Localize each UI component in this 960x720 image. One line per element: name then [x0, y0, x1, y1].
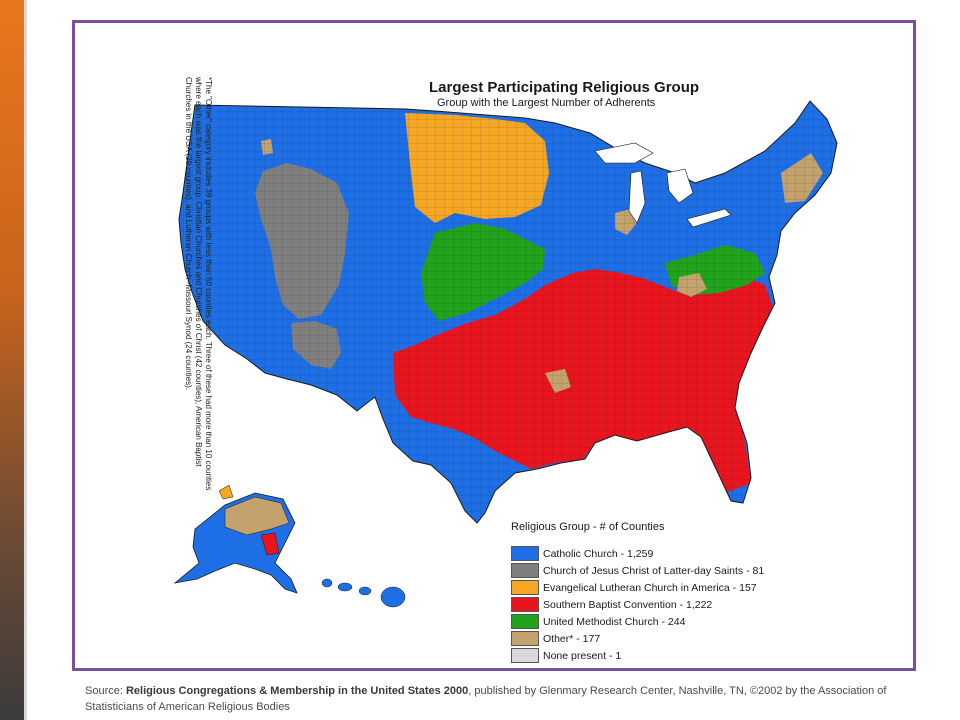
legend-heading: Religious Group - # of Counties	[511, 521, 665, 533]
religion-map	[173, 100, 838, 608]
lake-michigan	[628, 170, 646, 224]
source-rest: , published by Glenmary Research Center,…	[85, 685, 887, 713]
source-citation: Source: Religious Congregations & Member…	[85, 683, 925, 715]
legend-swatch	[511, 563, 539, 578]
legend-item: Catholic Church - 1,259	[511, 545, 811, 562]
source-title: Religious Congregations & Membership in …	[125, 685, 469, 697]
legend-item: Evangelical Lutheran Church in America -…	[511, 579, 811, 596]
legend-label: United Methodist Church - 244	[543, 615, 686, 628]
legend-swatch	[511, 580, 539, 595]
source-prefix: Source:	[85, 685, 126, 697]
legend: Religious Group - # of Counties Catholic…	[511, 521, 811, 664]
legend-items: Catholic Church - 1,259 Church of Jesus C…	[511, 545, 811, 664]
legend-swatch	[511, 614, 539, 629]
legend-item: Southern Baptist Convention - 1,222	[511, 596, 811, 613]
legend-item: Other* - 177	[511, 630, 811, 647]
legend-label: Catholic Church - 1,259	[543, 547, 654, 560]
slide-side-bar	[0, 0, 24, 720]
lake-superior	[594, 142, 654, 164]
legend-item: Church of Jesus Christ of Latter-day Sai…	[511, 562, 811, 579]
map-title: Largest Participating Religious Group	[429, 79, 700, 96]
legend-swatch	[511, 546, 539, 561]
legend-item: United Methodist Church - 244	[511, 613, 811, 630]
map-footnote: *The "Other" category includes 39 groups…	[184, 77, 213, 491]
legend-swatch	[511, 648, 539, 663]
legend-label: Evangelical Lutheran Church in America -…	[543, 581, 757, 594]
legend-label: Southern Baptist Convention - 1,222	[543, 598, 713, 611]
legend-item: None present - 1	[511, 647, 811, 664]
alaska	[173, 484, 298, 594]
legend-label: Church of Jesus Christ of Latter-day Sai…	[543, 564, 765, 577]
map-frame: Largest Participating Religious Group Gr…	[72, 20, 916, 671]
hawaii	[321, 578, 406, 608]
lake-huron	[666, 168, 694, 204]
legend-swatch	[511, 597, 539, 612]
lake-erie	[686, 208, 732, 228]
map-subtitle: Group with the Largest Number of Adheren…	[437, 97, 656, 109]
slide-side-bar-edge	[24, 0, 27, 720]
legend-label: Other* - 177	[543, 632, 601, 645]
legend-swatch	[511, 631, 539, 646]
legend-label: None present - 1	[543, 649, 622, 662]
